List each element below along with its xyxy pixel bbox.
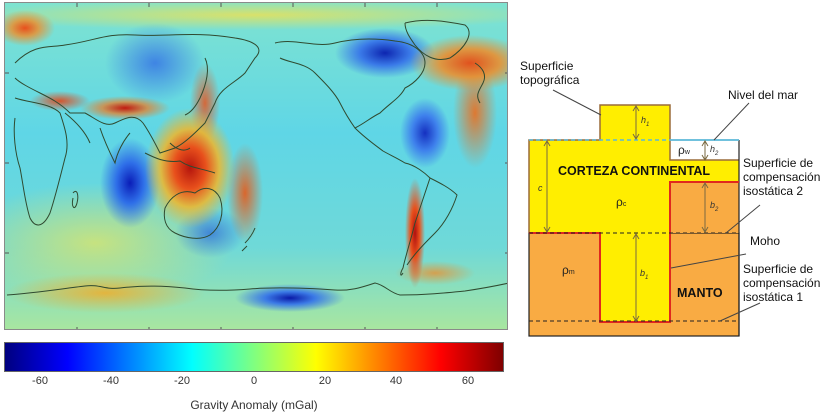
gravity-anomaly-map (4, 2, 508, 330)
colorbar (4, 342, 504, 372)
label-moho: Moho (750, 234, 781, 248)
colorbar-tick: -60 (32, 375, 48, 387)
colorbar-tick: 60 (461, 375, 475, 387)
label-compensacion-1: Superficie de (743, 262, 814, 276)
label-superficie-topografica: Superficie (520, 59, 574, 73)
symbol-rho-c: ρc (616, 195, 627, 209)
label-compensacion-1: isostática 1 (743, 290, 804, 304)
symbol-h2: h2 (710, 144, 719, 157)
label-compensacion-2: compensación (743, 170, 821, 184)
label-manto: MANTO (677, 286, 723, 300)
label-compensacion-1: compensación (743, 276, 821, 290)
colorbar-tick: 20 (318, 375, 332, 387)
symbol-rho-m: ρm (562, 263, 575, 277)
label-compensacion-2: isostática 2 (743, 184, 804, 198)
label-nivel-del-mar: Nivel del mar (728, 88, 799, 102)
symbol-c: c (538, 183, 543, 193)
coastline-overlay (5, 3, 507, 329)
colorbar-label: Gravity Anomaly (mGal) (190, 398, 318, 412)
symbol-h1: h1 (641, 115, 650, 128)
symbol-b1: b1 (640, 268, 649, 281)
label-superficie-topografica: topográfica (520, 73, 580, 87)
colorbar-tick: 0 (250, 375, 258, 387)
label-compensacion-2: Superficie de (743, 156, 814, 170)
colorbar-tick: 40 (389, 375, 403, 387)
symbol-rho-w: ρw (678, 143, 690, 157)
colorbar-tick: -40 (103, 375, 119, 387)
label-corteza-continental: CORTEZA CONTINENTAL (558, 164, 711, 178)
colorbar-tick: -20 (174, 375, 190, 387)
symbol-b2: b2 (710, 200, 719, 213)
